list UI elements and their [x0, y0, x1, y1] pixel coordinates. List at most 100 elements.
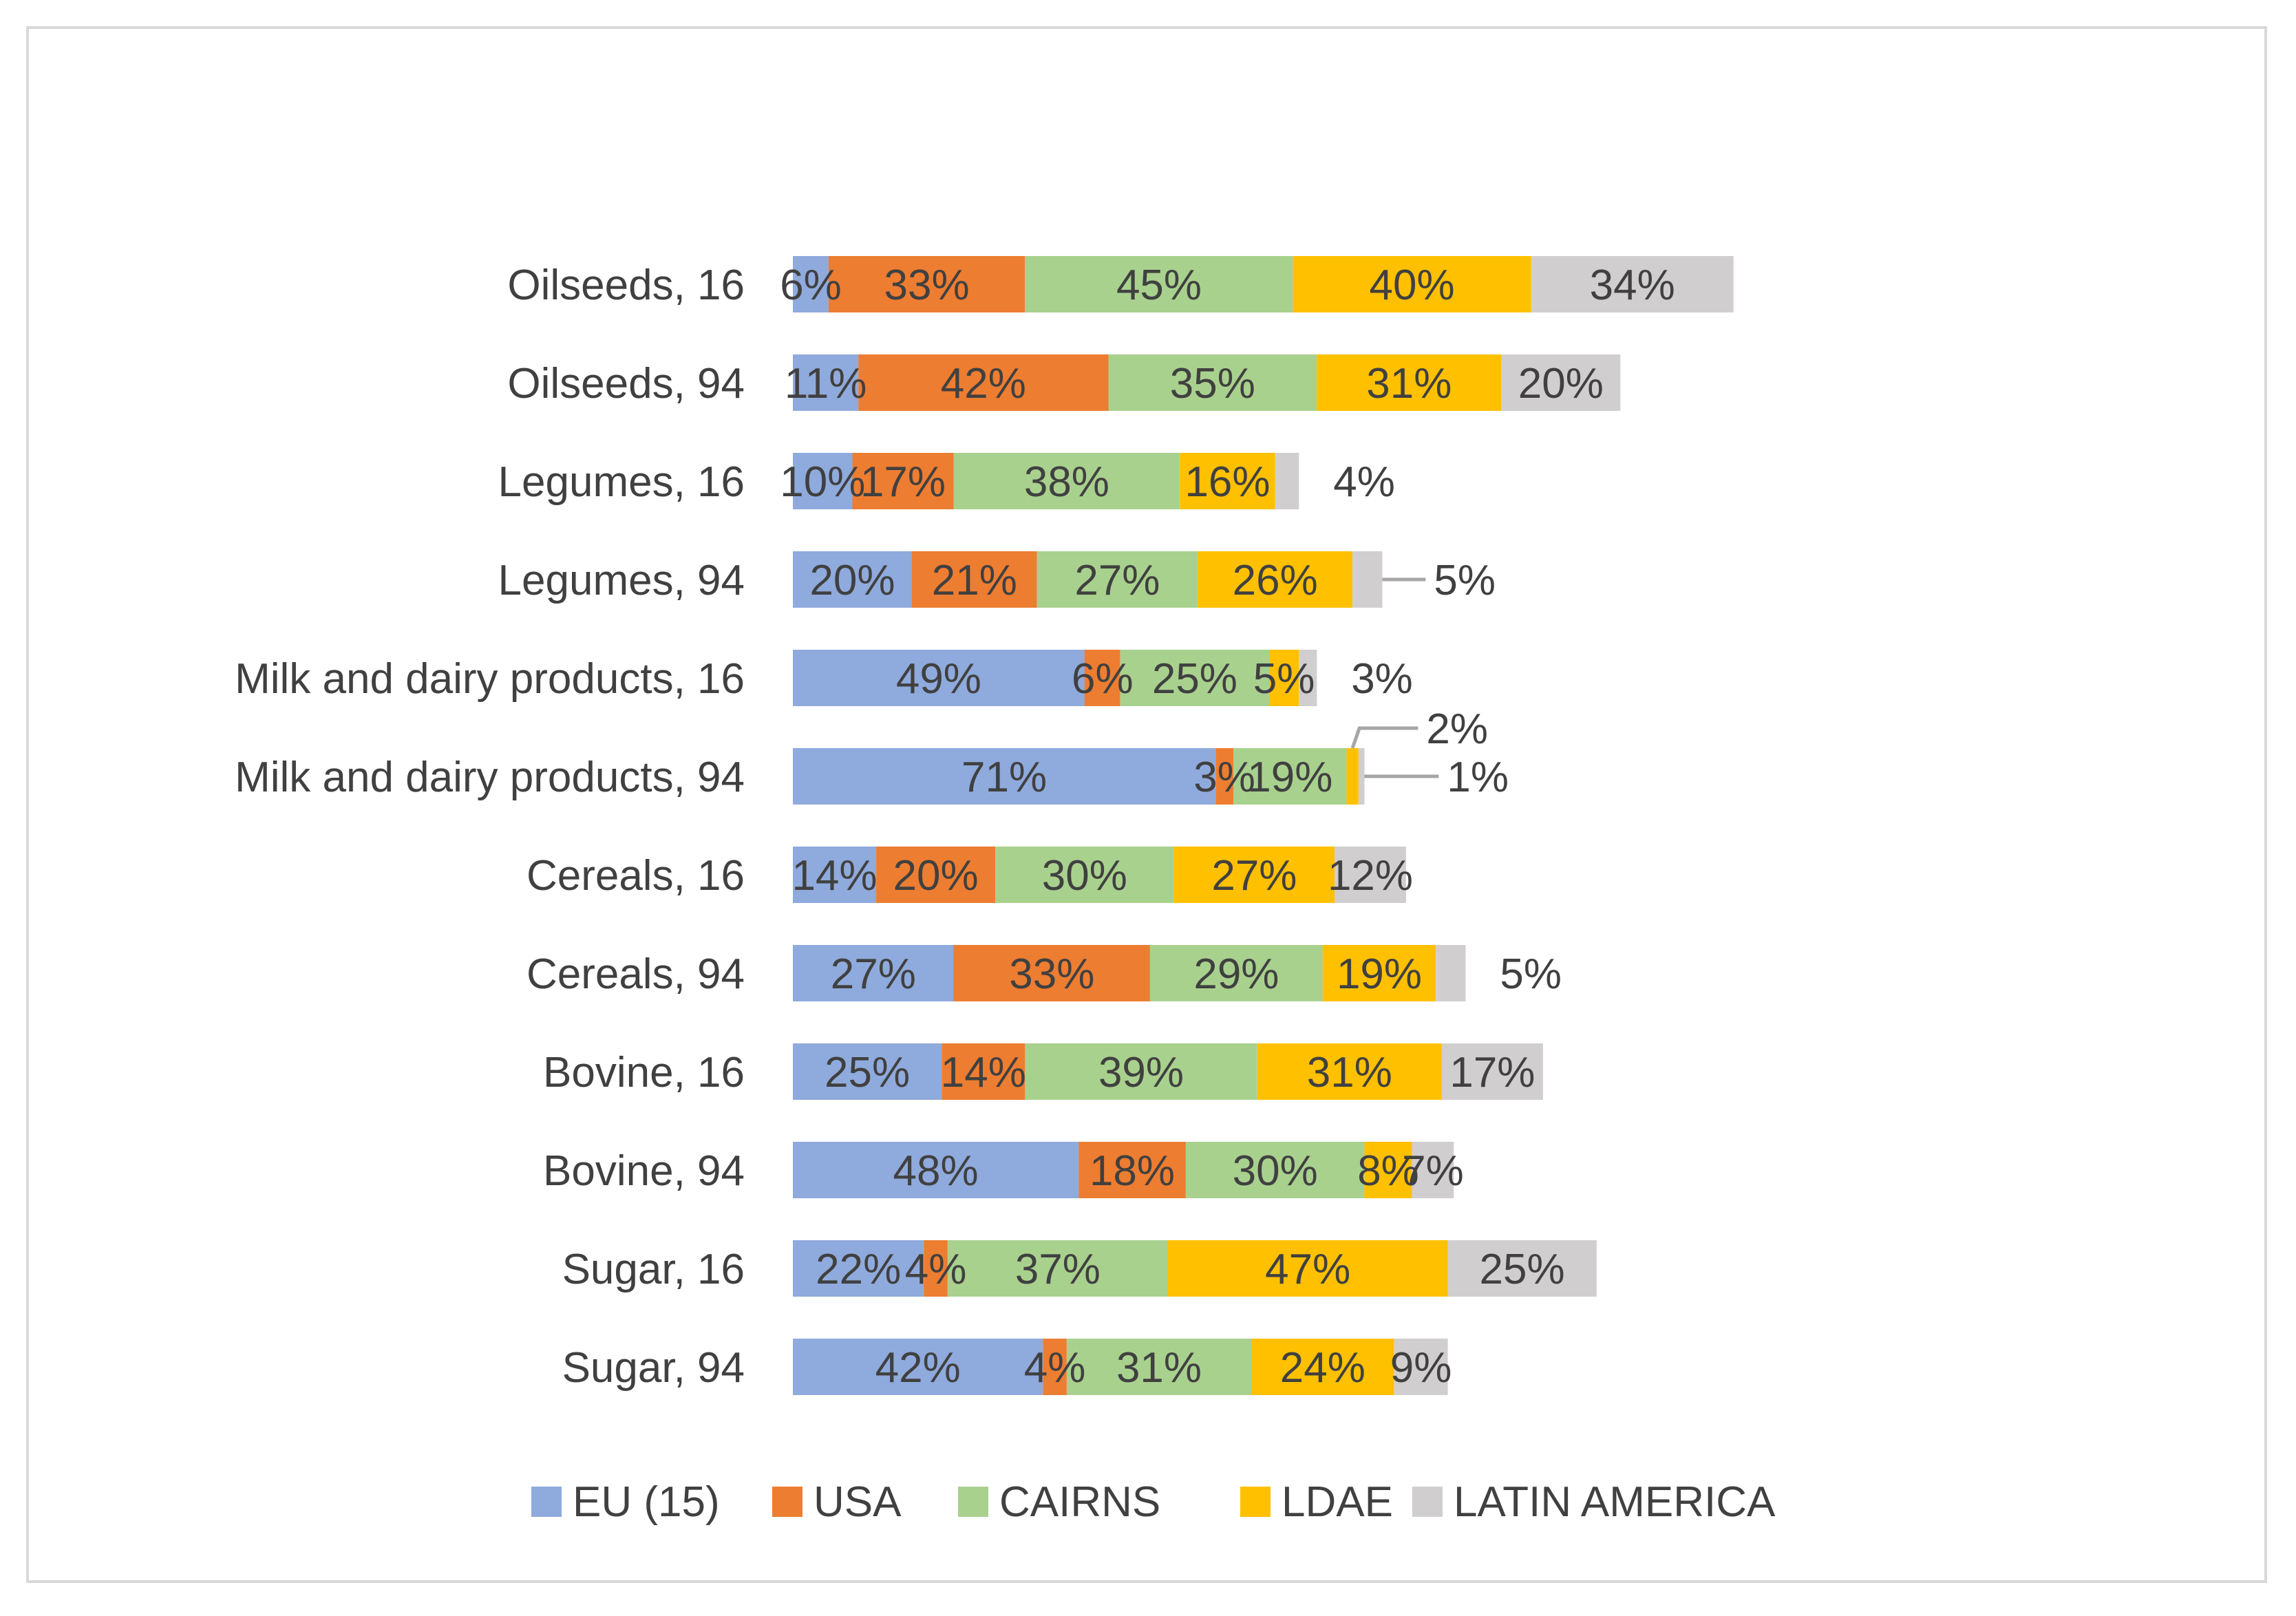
bar-segment [1251, 1339, 1394, 1395]
bar-segment [1167, 1240, 1448, 1297]
data-label: 38% [1024, 458, 1109, 506]
data-label: 49% [896, 655, 981, 703]
data-label: 4% [1333, 458, 1395, 506]
category-label: Oilseeds, 94 [507, 360, 745, 407]
category-labels-layer: Oilseeds, 16 Oilseeds, 94 Legumes, 16 Legum… [235, 262, 745, 1392]
data-label: 42% [875, 1344, 961, 1392]
data-label: 3% [1193, 754, 1255, 801]
bar-segment [1317, 354, 1502, 411]
data-label: 19% [1247, 754, 1332, 801]
bar-segment [852, 453, 954, 509]
category-label: Sugar, 16 [562, 1246, 745, 1293]
data-label: 31% [1307, 1049, 1392, 1096]
data-label: 25% [1152, 655, 1237, 703]
category-label: Milk and dairy products, 16 [235, 655, 745, 703]
data-label: 4% [1024, 1344, 1086, 1392]
bar-segment [793, 1043, 942, 1100]
bar-segment [1233, 748, 1347, 805]
data-label: 26% [1233, 557, 1318, 604]
bar-segment [1037, 551, 1198, 608]
data-label: 5% [1500, 950, 1562, 998]
legend-label: LATIN AMERICA [1454, 1478, 1776, 1526]
bar-segment [1322, 945, 1436, 1001]
bar-segment [1084, 650, 1120, 706]
data-label: 25% [825, 1049, 910, 1096]
bar-segment [793, 748, 1216, 805]
bar-segment [1412, 1142, 1454, 1198]
data-label: 30% [1233, 1147, 1318, 1195]
data-label: 25% [1480, 1246, 1565, 1293]
data-label: 11% [785, 360, 867, 407]
data-label: 22% [816, 1246, 901, 1293]
bar-segment [876, 847, 996, 903]
data-label: 20% [809, 557, 895, 604]
data-label: 17% [860, 458, 946, 506]
data-label: 33% [1009, 950, 1094, 998]
bar-segment [793, 453, 853, 509]
data-label: 17% [1449, 1049, 1535, 1096]
bar-segment [924, 1240, 948, 1297]
bar-segment [793, 551, 912, 608]
legend-swatch [958, 1487, 988, 1517]
bar-segment [1352, 551, 1383, 608]
bar-segment [793, 650, 1085, 706]
bar-segment [1025, 256, 1293, 312]
bar-segment [1173, 847, 1335, 903]
data-label: 21% [932, 557, 1017, 604]
data-label: 4% [905, 1246, 967, 1293]
legend-label: USA [814, 1478, 902, 1526]
bar-segment [1066, 1339, 1252, 1395]
bar-segment [1180, 453, 1275, 509]
bar-segment [1335, 847, 1406, 903]
data-label: 14% [791, 852, 877, 900]
bar-segment [1501, 354, 1621, 411]
legend-swatch [1240, 1487, 1271, 1517]
data-label: 14% [941, 1049, 1026, 1096]
legend-label: LDAE [1282, 1478, 1393, 1526]
data-label: 30% [1042, 852, 1127, 900]
data-label: 24% [1280, 1344, 1365, 1392]
stacked-bar-chart: 6% 33% 45% 40% 34%11% 42% 35% 31% 20%10%17% 38% 16… [235, 256, 1776, 1526]
chart-frame: 6% 33% 45% 40% 34% 11% 42% 35% 31% 20% 10% 17% 38% 16… [26, 26, 2267, 1583]
bar-segment [793, 945, 954, 1001]
bar-segment [1043, 1339, 1067, 1395]
bar-segment [793, 354, 859, 411]
bar-segment [1275, 453, 1299, 509]
data-label: 27% [1074, 557, 1160, 604]
bar-segment [995, 847, 1174, 903]
data-label: 20% [893, 852, 979, 900]
legend-label: CAIRNS [999, 1478, 1160, 1526]
bar-segment [1025, 1043, 1257, 1100]
data-label: 5% [1434, 557, 1496, 604]
bar-segment [1078, 1142, 1186, 1198]
data-label: 10% [780, 458, 865, 506]
bar-segment [953, 945, 1150, 1001]
data-label: 9% [1390, 1344, 1452, 1392]
category-label: Cereals, 16 [527, 852, 745, 900]
bar-segment [942, 1043, 1025, 1100]
bar-segment [947, 1240, 1168, 1297]
bar-segment [1364, 1142, 1412, 1198]
data-label: 47% [1265, 1246, 1350, 1293]
bar-segment [912, 551, 1037, 608]
bar-segment [793, 1142, 1079, 1198]
data-label: 42% [941, 360, 1026, 407]
data-label: 20% [1518, 360, 1604, 407]
data-label: 7% [1402, 1147, 1464, 1195]
data-label: 6% [780, 262, 842, 309]
data-label: 1% [1447, 754, 1509, 801]
category-label: Bovine, 16 [543, 1049, 745, 1096]
bar-segment [1120, 650, 1270, 706]
category-label: Oilseeds, 16 [507, 262, 745, 309]
bar-segment [1269, 650, 1299, 706]
bar-segment [793, 847, 877, 903]
bar-segment [1447, 1240, 1597, 1297]
category-label: Sugar, 94 [562, 1344, 745, 1392]
category-label: Milk and dairy products, 94 [235, 754, 745, 801]
legend-swatch [772, 1487, 802, 1517]
bar-segment [1198, 551, 1353, 608]
data-label: 31% [1116, 1344, 1202, 1392]
data-label: 35% [1170, 360, 1255, 407]
data-label: 8% [1357, 1147, 1419, 1195]
bar-segment [793, 1339, 1043, 1395]
